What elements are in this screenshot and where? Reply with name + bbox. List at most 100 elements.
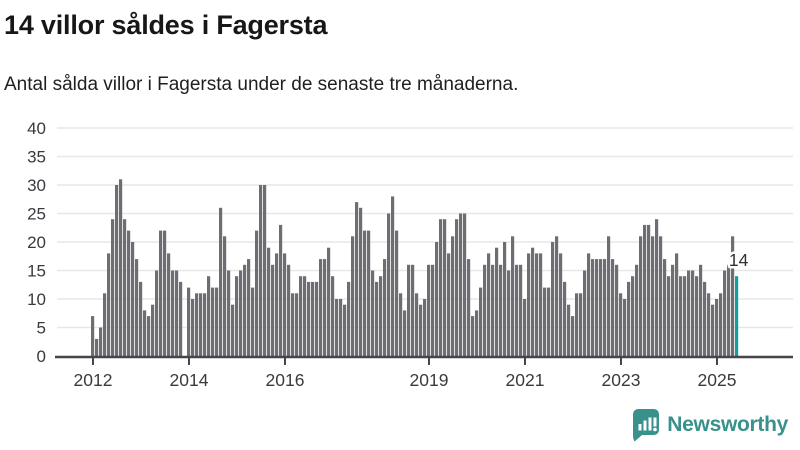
- bar: [203, 293, 207, 356]
- bar: [451, 236, 455, 356]
- x-axis-tick-label: 2021: [506, 370, 545, 390]
- bar: [431, 264, 435, 356]
- bar: [331, 276, 335, 356]
- bar: [675, 253, 679, 356]
- bar: [279, 224, 283, 356]
- bar: [199, 293, 203, 356]
- bar: [651, 236, 655, 356]
- x-axis-tick-label: 2016: [266, 370, 305, 390]
- bar: [91, 316, 95, 356]
- bar: [519, 264, 523, 356]
- bar: [291, 293, 295, 356]
- bar: [403, 310, 407, 356]
- bar: [555, 236, 559, 356]
- bar: [375, 281, 379, 356]
- bar: [607, 236, 611, 356]
- bar: [383, 259, 387, 356]
- bar: [367, 230, 371, 356]
- bar: [727, 264, 731, 356]
- bar: [171, 270, 175, 356]
- bar: [635, 264, 639, 356]
- bar: [503, 242, 507, 356]
- bar: [251, 287, 255, 356]
- y-axis-tick-label: 0: [37, 347, 46, 366]
- bar: [395, 230, 399, 356]
- bar: [671, 264, 675, 356]
- bar: [527, 253, 531, 356]
- bar: [507, 270, 511, 356]
- bar: [307, 281, 311, 356]
- bar: [643, 224, 647, 356]
- bar: [211, 287, 215, 356]
- last-value-annotation: 14: [729, 250, 749, 270]
- bar: [571, 316, 575, 356]
- bar: [427, 264, 431, 356]
- x-axis-tick-label: 2019: [410, 370, 449, 390]
- bar: [135, 259, 139, 356]
- bar: [95, 338, 99, 356]
- bar: [611, 259, 615, 356]
- bar: [351, 236, 355, 356]
- bar: [535, 253, 539, 356]
- x-axis-tick-label: 2012: [74, 370, 113, 390]
- bar: [547, 287, 551, 356]
- y-axis-tick-label: 10: [27, 290, 46, 309]
- bar: [567, 304, 571, 356]
- bar: [667, 276, 671, 356]
- bar: [379, 276, 383, 356]
- y-axis-tick-label: 5: [37, 319, 46, 338]
- bar: [439, 219, 443, 356]
- bar: [703, 281, 707, 356]
- bar: [407, 264, 411, 356]
- bar: [227, 270, 231, 356]
- bar: [283, 253, 287, 356]
- bar: [175, 270, 179, 356]
- bar: [687, 270, 691, 356]
- y-axis-tick-label: 40: [27, 119, 46, 138]
- x-axis-tick-label: 2014: [170, 370, 209, 390]
- newsworthy-icon: [633, 409, 660, 442]
- bar: [515, 264, 519, 356]
- bar: [99, 327, 103, 356]
- x-axis-tick-label: 2023: [602, 370, 641, 390]
- bar: [303, 276, 307, 356]
- bar: [139, 281, 143, 356]
- bar: [467, 259, 471, 356]
- bar: [683, 276, 687, 356]
- bar: [411, 264, 415, 356]
- bar: [335, 299, 339, 356]
- bar: [459, 213, 463, 356]
- bar: [111, 219, 115, 356]
- y-axis-tick-label: 15: [27, 262, 46, 281]
- bar: [479, 287, 483, 356]
- bar: [399, 293, 403, 356]
- bar: [391, 196, 395, 356]
- bar: [131, 242, 135, 356]
- bar: [263, 185, 267, 356]
- bar: [319, 259, 323, 356]
- bar: [659, 236, 663, 356]
- bar: [195, 293, 199, 356]
- bar: [575, 293, 579, 356]
- newsworthy-logo: Newsworthy: [632, 408, 788, 442]
- bar: [259, 185, 263, 356]
- bar: [443, 219, 447, 356]
- bar: [371, 270, 375, 356]
- bar: [167, 253, 171, 356]
- bar: [663, 259, 667, 356]
- newsworthy-wordmark: Newsworthy: [667, 413, 788, 436]
- bar: [103, 293, 107, 356]
- bar: [551, 242, 555, 356]
- bar: [619, 293, 623, 356]
- bar: [299, 276, 303, 356]
- bar: [495, 247, 499, 356]
- bar: [627, 281, 631, 356]
- bar: [595, 259, 599, 356]
- bar: [631, 276, 635, 356]
- bar: [587, 253, 591, 356]
- bar: [247, 259, 251, 356]
- bar: [563, 281, 567, 356]
- y-axis-tick-label: 35: [27, 148, 46, 167]
- bar: [623, 299, 627, 356]
